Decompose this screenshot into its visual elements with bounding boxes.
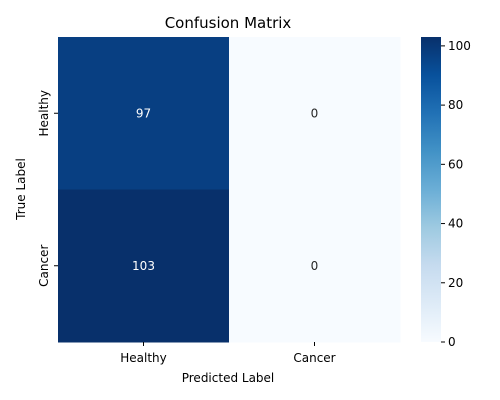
colorbar-tick-label: 40 bbox=[448, 217, 463, 231]
x-axis-label: Predicted Label bbox=[182, 371, 275, 385]
x-tick-label: Healthy bbox=[120, 351, 167, 365]
chart-title: Confusion Matrix bbox=[165, 14, 292, 32]
heatmap-cell bbox=[229, 189, 401, 343]
colorbar-tick-label: 20 bbox=[448, 276, 463, 290]
heatmap-cell bbox=[229, 37, 401, 190]
colorbar-tick-label: 60 bbox=[448, 157, 463, 171]
cell-value-label: 0 bbox=[311, 106, 319, 120]
y-axis-ticks: Healthy Cancer bbox=[37, 90, 58, 287]
heatmap-cell bbox=[58, 37, 230, 190]
y-tick-label: Cancer bbox=[37, 245, 51, 287]
y-axis-label: True Label bbox=[14, 158, 28, 221]
heatmap-cell bbox=[58, 189, 230, 343]
y-tick-label: Healthy bbox=[37, 90, 51, 137]
colorbar bbox=[421, 37, 441, 342]
colorbar-ticks: 0 20 40 60 80 100 bbox=[441, 39, 471, 349]
colorbar-tick-label: 80 bbox=[448, 98, 463, 112]
cell-value-label: 97 bbox=[136, 106, 151, 120]
heatmap-cells bbox=[58, 37, 401, 343]
colorbar-tick-label: 100 bbox=[448, 39, 471, 53]
x-tick-label: Cancer bbox=[293, 351, 335, 365]
colorbar-tick-label: 0 bbox=[448, 335, 456, 349]
cell-value-label: 0 bbox=[311, 259, 319, 273]
heatmap-cell-labels: 97 0 103 0 bbox=[132, 106, 318, 273]
x-axis-ticks: Healthy Cancer bbox=[120, 342, 336, 365]
cell-value-label: 103 bbox=[132, 259, 155, 273]
